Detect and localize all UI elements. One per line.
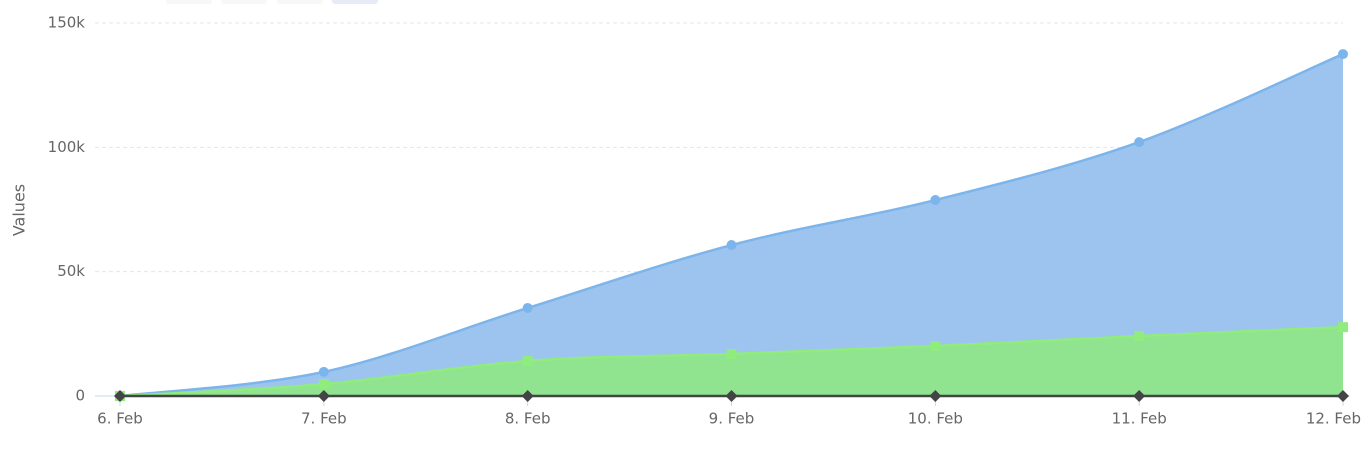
- x-tick-label: 12. Feb: [1306, 410, 1361, 428]
- y-tick-label: 0: [75, 387, 85, 405]
- point: [1338, 49, 1348, 60]
- point: [317, 390, 330, 402]
- point: [1134, 137, 1145, 148]
- y-axis-title: Values: [10, 184, 29, 236]
- point: [522, 355, 533, 366]
- x-tick-label: 9. Feb: [709, 410, 755, 428]
- x-tick-label: 8. Feb: [505, 410, 551, 428]
- point: [1133, 390, 1146, 402]
- x-tick-label: 11. Feb: [1112, 410, 1167, 428]
- label-group: 0 50k 100k 150k 6. Feb 7. Feb 8. Feb 9. Feb 10. …: [48, 14, 1361, 428]
- x-tick-label: 7. Feb: [301, 410, 347, 428]
- point: [725, 390, 738, 402]
- y-tick-label: 50k: [57, 262, 85, 280]
- x-tick-label: 10. Feb: [908, 410, 963, 428]
- point: [318, 379, 329, 390]
- point: [522, 302, 533, 313]
- x-tick-label: 6. Feb: [97, 410, 143, 428]
- marker-group: [114, 49, 1349, 402]
- area-fill: [120, 327, 1343, 396]
- point: [726, 240, 737, 251]
- point: [726, 348, 737, 359]
- point: [930, 341, 941, 352]
- range-button[interactable]: [277, 0, 323, 4]
- point: [1337, 390, 1349, 402]
- point: [1134, 331, 1145, 342]
- point: [929, 390, 942, 402]
- point: [114, 390, 126, 402]
- range-button[interactable]: [166, 0, 212, 4]
- point: [930, 195, 941, 206]
- point: [521, 390, 534, 402]
- area-fill: [120, 54, 1343, 396]
- y-tick-label: 100k: [48, 138, 86, 156]
- range-button[interactable]: [221, 0, 267, 4]
- range-button[interactable]: [332, 0, 378, 4]
- y-tick-label: 150k: [48, 14, 86, 32]
- point: [1338, 322, 1348, 333]
- point: [318, 366, 329, 377]
- series-group: [119, 52, 1344, 398]
